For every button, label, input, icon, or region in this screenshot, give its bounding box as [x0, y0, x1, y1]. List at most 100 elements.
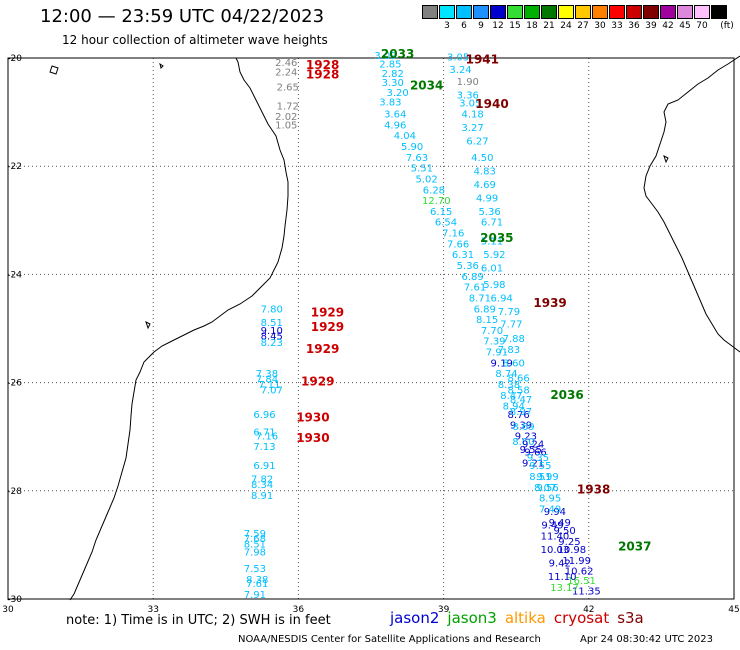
wave-height-value: 7.66 — [447, 239, 469, 250]
pass-time-label: 1938 — [577, 483, 610, 497]
lat-tick-label: -24 — [7, 270, 22, 280]
wave-height-value: 3.83 — [379, 98, 401, 109]
wave-height-value: 6.54 — [435, 218, 457, 229]
wave-height-value: 2.24 — [275, 67, 297, 78]
wave-height-value: 7.63 — [406, 153, 428, 164]
wave-height-value: 9.94 — [544, 507, 566, 518]
pass-time-label: 1940 — [475, 97, 508, 111]
scale-swatch — [490, 5, 506, 19]
wave-height-value: 7.70 — [481, 326, 503, 337]
wave-height-value: 8.51 — [529, 472, 551, 483]
wave-height-value: 5.36 — [478, 207, 500, 218]
scale-label: 24 — [560, 21, 572, 31]
lat-tick-label: -22 — [7, 162, 22, 172]
wave-height-value: 9.66 — [524, 448, 546, 459]
scale-swatch — [439, 5, 455, 19]
pass-time-label: 2033 — [381, 47, 414, 61]
scale-swatch — [694, 5, 710, 19]
wave-height-value: 7.77 — [500, 319, 522, 330]
wave-height-value: 7.82 — [251, 475, 273, 486]
wave-height-value: 7.83 — [498, 345, 520, 356]
wave-height-value: 9.10 — [261, 326, 283, 337]
chart-title: 12:00 — 23:59 UTC 04/22/2023 — [40, 6, 325, 27]
wave-height-value: 11.40 — [541, 531, 570, 542]
wave-height-value: 7.91 — [244, 590, 266, 601]
wave-height-value: 8.38 — [246, 575, 268, 586]
credit-line: NOAA/NESDIS Center for Satellite Applica… — [238, 634, 541, 645]
wave-height-value: 4.96 — [384, 120, 406, 131]
wave-height-value: 3.27 — [462, 123, 484, 134]
wave-height-value: 6.71 — [481, 218, 503, 229]
wave-height-value: 7.61 — [464, 283, 486, 294]
wave-height-value: 8.45 — [261, 331, 283, 342]
coastline-fragment — [663, 155, 669, 164]
wave-height-value: 9.35 — [527, 453, 549, 464]
wave-height-value: 4.18 — [462, 110, 484, 121]
scale-label: 45 — [679, 21, 691, 31]
scale-swatch — [541, 5, 557, 19]
wave-height-value: 8.71 — [469, 293, 491, 304]
wave-height-value: 8.51 — [244, 540, 266, 551]
wave-height-value: 7.53 — [244, 564, 266, 575]
lat-tick-label: -26 — [7, 379, 22, 389]
wave-height-observations: 2.462.24 2.65 1.722.021.05 3.092.852.823.30… — [244, 51, 601, 601]
wave-height-value: 4.04 — [394, 131, 416, 142]
wave-height-value: 10.03 — [541, 545, 570, 556]
wave-height-value: 13.17 — [550, 583, 579, 594]
wave-height-value: 10.62 — [565, 567, 594, 578]
pass-time-label: 2035 — [480, 231, 513, 245]
lon-tick-label: 42 — [583, 605, 594, 615]
wave-height-value: 3.05 — [447, 53, 469, 64]
wave-height-value: 7.80 — [261, 304, 283, 315]
legend-item: altika — [504, 609, 546, 627]
legend-item: jason2 — [390, 609, 440, 627]
wave-height-value: 8.94 — [503, 402, 525, 413]
pass-time-label: 1928 — [306, 58, 339, 72]
wave-height-value: 8.66 — [507, 374, 529, 385]
wave-height-value: 7.11 — [258, 380, 280, 391]
lat-tick-label: -28 — [7, 487, 22, 497]
scale-label: 70 — [696, 21, 708, 31]
wave-height-value: 3.64 — [384, 110, 406, 121]
wave-height-value: 7.68 — [244, 534, 266, 545]
wave-height-value: 7.98 — [244, 548, 266, 559]
wave-height-value: 8.47 — [510, 395, 532, 406]
pass-time-label: 1941 — [466, 52, 499, 66]
scale-swatch — [575, 5, 591, 19]
coastline-fragment — [145, 321, 151, 330]
wave-height-value: 5.90 — [401, 142, 423, 153]
scale-label: 3 — [444, 21, 450, 31]
scale-swatch — [609, 5, 625, 19]
wave-height-value: 4.99 — [476, 193, 498, 204]
wave-height-value: 6.89 — [462, 272, 484, 283]
wave-height-value: 5.11 — [481, 237, 503, 248]
wave-height-value: 7.07 — [261, 385, 283, 396]
satellite-pass-labels: 2033 194119281928203419402035193919291929… — [296, 47, 651, 553]
wave-height-value: 8.60 — [512, 437, 534, 448]
pass-time-label: 2034 — [410, 78, 443, 92]
wave-height-value: 9.24 — [522, 440, 544, 451]
wave-height-value: 6.28 — [423, 185, 445, 196]
wave-height-value: 8.69 — [512, 422, 534, 433]
wave-height-value: 4.83 — [474, 166, 496, 177]
wave-height-value: 9.55 — [529, 461, 551, 472]
wave-height-value: 7.61 — [246, 579, 268, 590]
lon-tick-label: 39 — [438, 605, 450, 615]
pass-time-label: 1929 — [311, 306, 344, 320]
pass-time-label: 1929 — [301, 374, 334, 388]
scale-swatch — [677, 5, 693, 19]
wave-height-value: 3.20 — [386, 88, 408, 99]
wave-height-value: 8.76 — [507, 410, 529, 421]
scale-swatch — [507, 5, 523, 19]
wave-height-value: 6.01 — [481, 264, 503, 275]
wave-height-value: 3.36 — [457, 91, 479, 102]
axis-ticks: 30 33 36 39 42 45 -20 -22 -24 -26 -28 -30 — [2, 54, 739, 615]
wave-height-value: 2.46 — [275, 58, 297, 69]
wave-height-value: 12.70 — [422, 196, 451, 207]
scale-label: 12 — [492, 21, 504, 31]
scale-label: 36 — [628, 21, 640, 31]
lon-tick-label: 33 — [147, 605, 158, 615]
scale-swatch — [711, 5, 727, 19]
wave-height-value: 2.85 — [379, 60, 401, 71]
pass-time-label: 2036 — [550, 388, 583, 402]
